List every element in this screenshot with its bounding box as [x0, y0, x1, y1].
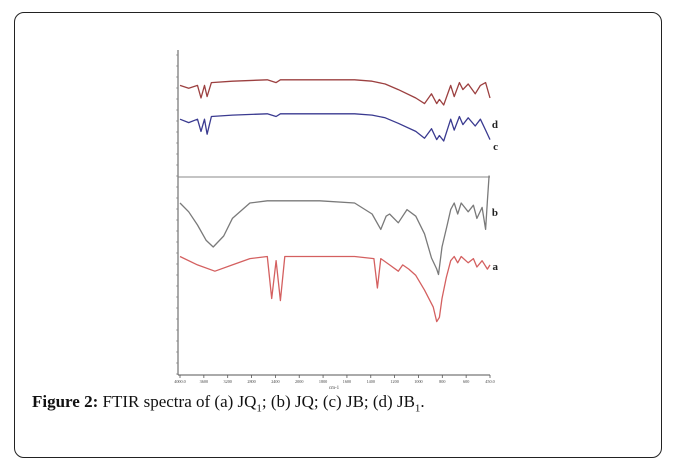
series-label-c: c: [493, 141, 498, 153]
x-axis-label: cm-1: [329, 386, 340, 390]
x-tick-label: 450.0: [485, 379, 494, 384]
x-tick-label: 1800: [319, 379, 327, 384]
x-tick-label: 2400: [271, 379, 279, 384]
series-line-c: [179, 113, 491, 142]
caption-text: FTIR spectra of (a) JQ1; (b) JQ; (c) JB;…: [98, 392, 425, 415]
x-tick-label: 1600: [343, 379, 351, 384]
x-tick-label: 3600: [200, 379, 208, 384]
ftir-figure: 4000.0 3600 3200 2800 2400 2000 1800 1600 1400 12…: [160, 30, 500, 394]
x-tick-label: 2000: [295, 379, 303, 384]
x-tick-label: 1000: [414, 379, 422, 384]
series-label-a: a: [493, 261, 499, 273]
caption-label: Figure 2:: [32, 392, 99, 411]
figure-caption: Figure 2: FTIR spectra of (a) JQ1; (b) J…: [32, 392, 425, 414]
x-tick-label: 600: [463, 379, 469, 384]
series-label-d: d: [492, 119, 498, 131]
x-tick-label: 1200: [390, 379, 398, 384]
series-line-a: [179, 255, 491, 323]
series-label-b: b: [492, 207, 498, 219]
x-tick-label: 3200: [224, 379, 232, 384]
figure-frame: [14, 12, 662, 458]
x-tick-label: 800: [439, 379, 445, 384]
ftir-chart: 4000.0 3600 3200 2800 2400 2000 1800 1600 1400 12…: [174, 50, 499, 391]
x-tick-label: 4000.0: [174, 379, 186, 384]
series-line-d: [179, 79, 491, 106]
series-line-b: [179, 175, 490, 276]
x-tick-label: 1400: [367, 379, 375, 384]
x-tick-label: 2800: [247, 379, 255, 384]
